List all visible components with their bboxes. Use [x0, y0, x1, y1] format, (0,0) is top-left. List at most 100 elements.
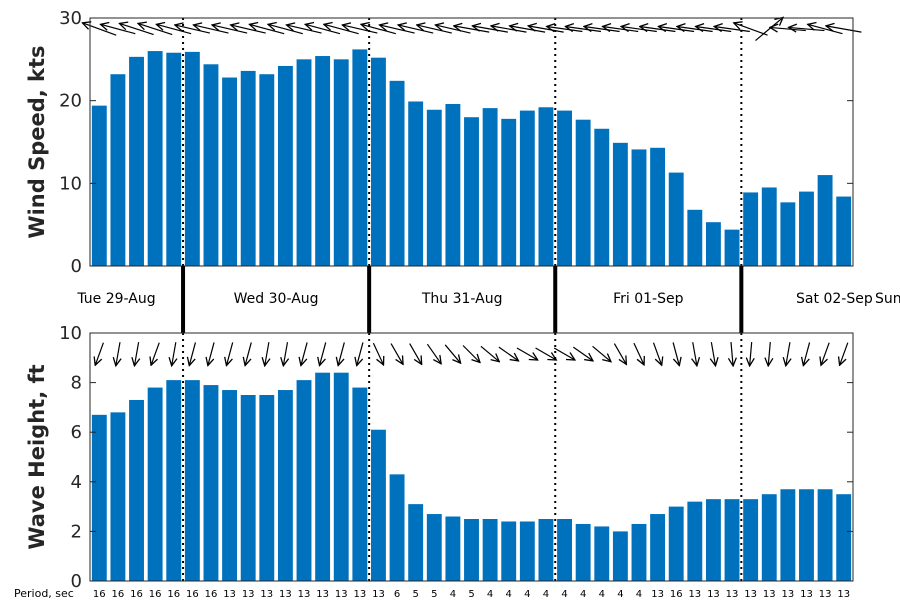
day-label: Tue 29-Aug: [76, 291, 155, 307]
wave-direction-arrow: [786, 342, 790, 366]
wave-bar: [352, 387, 368, 581]
wave-direction-arrow: [390, 343, 403, 365]
period-value: 5: [412, 589, 418, 600]
wind-bar: [631, 149, 647, 266]
wind-direction-arrow: [714, 26, 750, 33]
wind-direction-arrow: [119, 23, 154, 36]
period-value: 13: [726, 589, 739, 600]
wind-bar: [817, 175, 833, 266]
wave-tick-label: 0: [71, 571, 82, 592]
wind-bar: [222, 77, 238, 267]
wind-bar: [705, 222, 721, 266]
wind-bar: [110, 74, 126, 267]
wave-direction-arrow: [116, 342, 120, 366]
wave-bar: [519, 521, 535, 581]
wave-direction-arrow: [357, 342, 364, 365]
wave-bar: [296, 380, 312, 581]
period-value: 4: [599, 589, 605, 600]
wave-direction-arrow: [95, 342, 104, 366]
wind-bar: [575, 119, 591, 267]
wave-direction-arrow: [226, 342, 234, 365]
wave-direction-arrow: [693, 342, 697, 366]
wave-direction-arrow: [553, 347, 575, 360]
period-value: 13: [763, 589, 776, 600]
wind-bar: [445, 103, 461, 266]
wind-tick-label: 30: [59, 8, 82, 29]
wave-direction-arrow: [711, 342, 715, 366]
period-value: 16: [130, 589, 143, 600]
wave-direction-arrow: [444, 344, 460, 363]
period-value: 4: [450, 589, 456, 600]
wind-tick-label: 20: [59, 91, 82, 112]
period-value: 6: [394, 589, 400, 600]
period-value: 13: [260, 589, 273, 600]
period-value: 16: [93, 589, 106, 600]
period-value: 16: [186, 589, 199, 600]
period-value: 13: [800, 589, 813, 600]
wave-bar: [575, 523, 591, 581]
period-value: 16: [205, 589, 218, 600]
period-value: 4: [543, 589, 549, 600]
wave-direction-arrow: [516, 347, 538, 360]
wind-bar: [277, 65, 293, 266]
wave-direction-arrow: [572, 346, 593, 361]
wind-bar: [147, 51, 163, 266]
wave-direction-arrow: [320, 342, 327, 365]
wave-tick-label: 10: [59, 323, 82, 344]
wave-tick-label: 6: [71, 422, 82, 443]
wave-bar: [203, 385, 219, 581]
period-value: 13: [316, 589, 329, 600]
wave-direction-arrow: [462, 345, 480, 363]
wave-direction-arrow: [652, 342, 661, 366]
period-value: 13: [782, 589, 795, 600]
wind-bar: [408, 101, 424, 267]
period-value: 16: [670, 589, 683, 600]
wave-direction-arrow: [803, 342, 811, 365]
wave-direction-arrow: [301, 342, 308, 365]
wind-speed-panel: 0 10 20 30 Wind Speed, kts: [25, 8, 862, 277]
period-value: 4: [524, 589, 530, 600]
period-value: 13: [242, 589, 255, 600]
wave-bar: [761, 494, 777, 581]
wind-bar: [668, 172, 684, 266]
wave-bar: [389, 474, 405, 581]
wave-bar: [743, 499, 759, 581]
period-value: 4: [636, 589, 642, 600]
wave-direction-arrow: [592, 345, 611, 361]
period-value: 13: [279, 589, 292, 600]
wave-bar: [315, 372, 331, 581]
wave-bar: [631, 523, 647, 581]
wave-bar: [147, 387, 163, 581]
wind-bar: [296, 59, 312, 266]
wave-bar: [166, 380, 182, 581]
wind-bar: [650, 147, 666, 266]
wave-bar: [184, 380, 200, 581]
wave-bar: [129, 399, 144, 581]
wave-bar: [91, 414, 107, 581]
wind-bar: [799, 191, 814, 266]
wind-direction-arrows: [82, 17, 862, 42]
wave-bar: [259, 395, 275, 581]
day-label: Fri 01-Sep: [613, 291, 683, 307]
wave-bar: [110, 412, 126, 581]
period-value: 13: [372, 589, 385, 600]
wave-bar: [650, 514, 666, 581]
period-label: Period, sec: [14, 587, 74, 600]
wind-bar: [687, 209, 703, 266]
wave-bar: [594, 526, 610, 581]
wave-bar: [668, 506, 684, 581]
wind-bar: [594, 128, 610, 266]
wind-bar: [482, 108, 498, 266]
wind-bar: [538, 107, 554, 266]
period-value: 13: [837, 589, 850, 600]
wind-bar: [184, 51, 200, 266]
wave-tick-label: 8: [71, 373, 82, 394]
wave-direction-arrow: [172, 342, 176, 366]
period-value: 13: [335, 589, 348, 600]
wind-bar: [129, 56, 144, 266]
wave-bar: [724, 499, 740, 581]
wave-bar: [277, 390, 293, 581]
wave-bar: [705, 499, 721, 581]
wave-bar: [333, 372, 349, 581]
